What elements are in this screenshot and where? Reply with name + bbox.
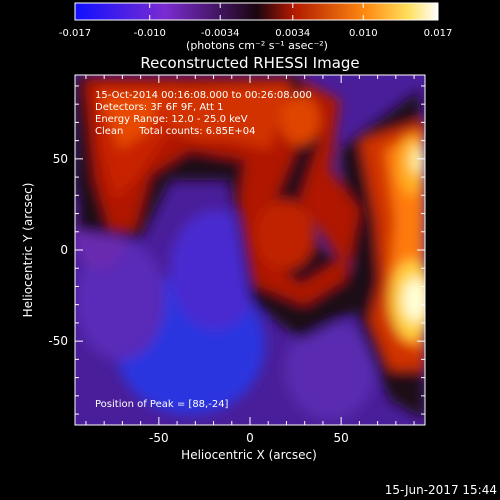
axis-ticks: -50 0 50 50 0 -50 <box>48 75 425 445</box>
colorbar-tick-label: 0.010 <box>349 28 378 39</box>
colorbar-tick-label: 0.017 <box>424 28 453 39</box>
annotation-clean-counts: Clean Total counts: 6.85E+04 <box>95 126 255 137</box>
colorbar-tick-label: 0.0034 <box>275 28 310 39</box>
peak-position-label: Position of Peak = [88,-24] <box>95 399 229 410</box>
colorbar-tick-label: -0.010 <box>134 28 166 39</box>
colorbar-tick-label: -0.0034 <box>201 28 240 39</box>
colorbar-ticks: -0.017 -0.010 -0.0034 0.0034 0.010 0.017 <box>59 3 452 39</box>
annotation-detectors: Detectors: 3F 6F 9F, Att 1 <box>95 102 223 113</box>
y-axis-label: Heliocentric Y (arcsec) <box>21 183 35 318</box>
annotation-energy-range: Energy Range: 12.0 - 25.0 keV <box>95 114 248 125</box>
x-tick-label: -50 <box>149 431 169 445</box>
colorbar-tick-label: -0.017 <box>59 28 91 39</box>
annotation-time-range: 15-Oct-2014 00:16:08.000 to 00:26:08.000 <box>95 90 312 101</box>
x-tick-label: 0 <box>246 431 254 445</box>
colorbar <box>74 2 439 21</box>
colorbar-unit-label: (photons cm⁻² s⁻¹ asec⁻²) <box>186 39 328 52</box>
y-tick-label: 0 <box>60 243 68 257</box>
y-tick-label: 50 <box>53 152 68 166</box>
heatmap-image <box>75 75 425 425</box>
x-tick-label: 50 <box>334 431 349 445</box>
footer-date: 15-Jun-2017 15:44 <box>385 483 497 497</box>
x-axis-label: Heliocentric X (arcsec) <box>181 448 317 462</box>
chart-title: Reconstructed RHESSI Image <box>140 54 359 72</box>
y-tick-label: -50 <box>48 334 68 348</box>
